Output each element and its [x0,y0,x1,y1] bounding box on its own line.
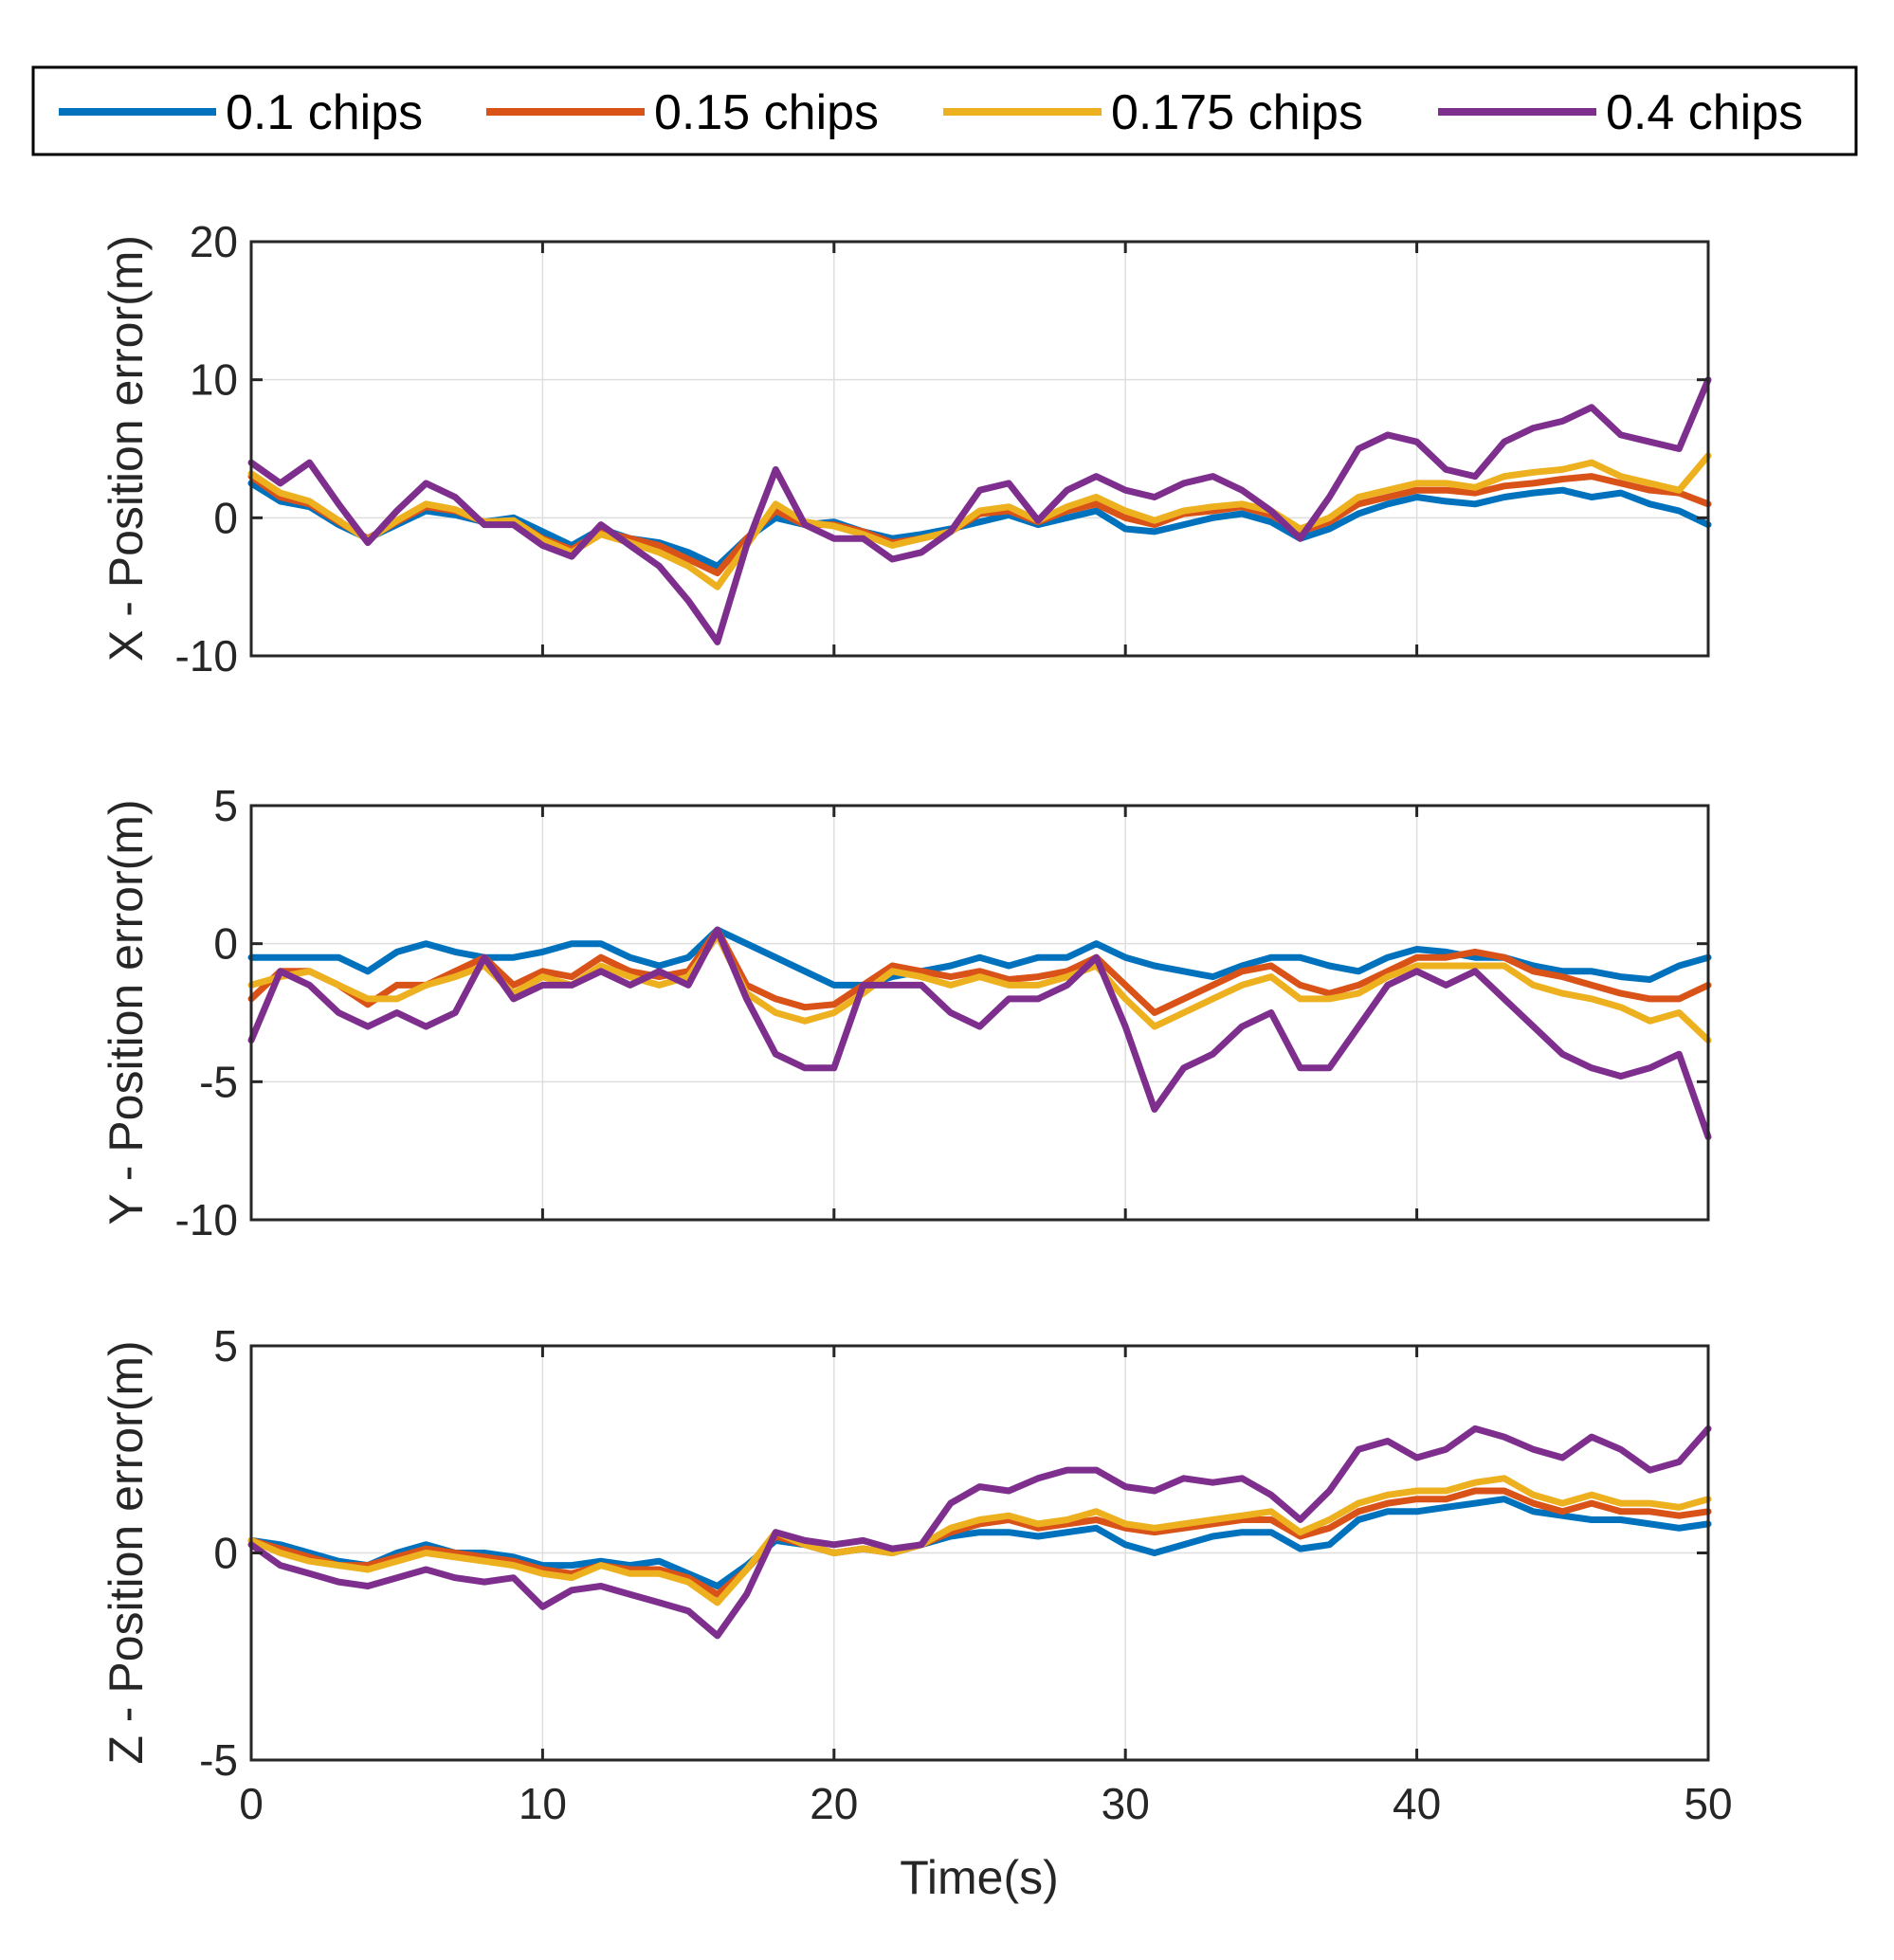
y-tick-label: -10 [175,1195,238,1244]
legend: 0.1 chips 0.15 chips 0.175 chips 0.4 chi… [31,65,1858,156]
series-line-0.4-chips [247,376,1712,645]
legend-label: 0.1 chips [226,85,423,140]
y-tick-label: 10 [190,355,238,405]
y-tick-label: 20 [190,217,238,266]
legend-item-0.15-chips: 0.15 chips [486,85,879,140]
subplot-z-position-error: 0 10 20 30 40 50-505 Z - Position error(m) Ti… [100,1321,1733,1904]
legend-item-0.4-chips: 0.4 chips [1438,85,1803,140]
y-axis-label: Z - Position error(m) [100,1340,153,1764]
legend-label: 0.175 chips [1111,85,1363,140]
x-tick-label: 0 [239,1779,264,1828]
y-axis-label: Y - Position error(m) [100,799,153,1225]
axes-frame [249,804,1710,1222]
y-tick-label: 5 [213,781,238,830]
legend-label: 0.15 chips [654,85,879,140]
series-line-0.4-chips [247,926,1712,1141]
series-lines [247,1425,1712,1640]
y-tick-label: 0 [213,493,238,542]
y-axis-label: X - Position error(m) [100,235,153,662]
x-tick-label: 40 [1393,1779,1441,1828]
ticks: -10 0 10 20 [175,217,1710,681]
y-tick-label: 0 [213,1529,238,1578]
legend-item-0.175-chips: 0.175 chips [943,85,1363,140]
series-line-0.175-chips [247,1475,1712,1606]
x-axis-label: Time(s) [900,1851,1059,1904]
x-tick-label: 20 [810,1779,858,1828]
series-lines [247,376,1712,645]
y-tick-label: 0 [213,919,238,969]
subplot-y-position-error: -10 -5 0 5 Y - Position error(m) [100,781,1712,1244]
x-tick-label: 30 [1102,1779,1150,1828]
subplot-x-position-error: -10 0 10 20 X - Position error(m) [100,217,1712,681]
y-tick-label: 5 [213,1321,238,1370]
x-tick-label: 50 [1684,1779,1732,1828]
axes-frame [249,240,1710,658]
legend-label: 0.4 chips [1606,85,1803,140]
y-tick-label: -10 [175,631,238,681]
legend-item-0.1-chips: 0.1 chips [59,85,423,140]
series-line-0.15-chips [247,1487,1712,1598]
series-lines [247,926,1712,1141]
series-line-0.1-chips [247,1496,1712,1589]
series-line-0.4-chips [247,1425,1712,1640]
ticks: 0 10 20 30 40 50-505 [199,1321,1732,1828]
x-tick-label: 10 [519,1779,567,1828]
y-tick-label: -5 [199,1057,238,1106]
ticks: -10 -5 0 5 [175,781,1710,1244]
y-tick-label: -5 [199,1735,238,1785]
